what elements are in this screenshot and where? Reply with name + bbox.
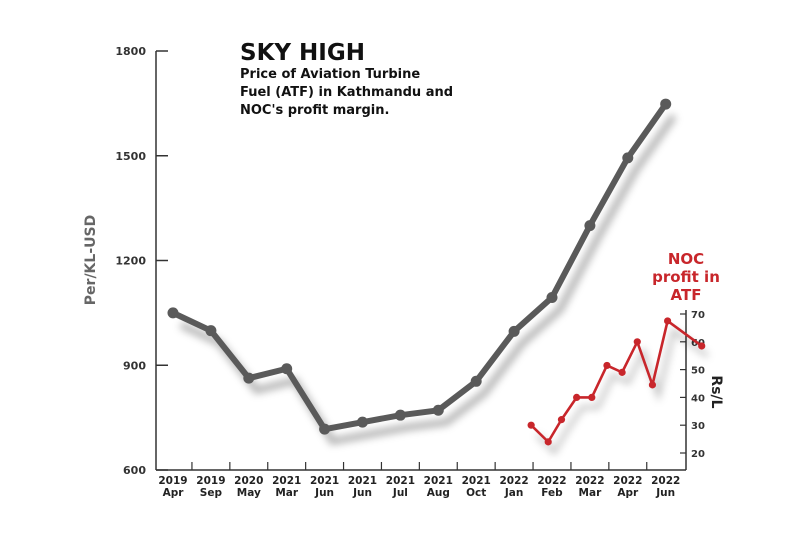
profit-series-label: NOC profit in ATF (652, 250, 720, 304)
profit-point (618, 368, 626, 376)
profit-point (633, 338, 641, 346)
fuel-price-point (660, 98, 672, 110)
left-tick-label: 1500 (115, 150, 146, 163)
right-tick-label: 30 (691, 421, 705, 432)
x-tick-label: 2022 Jan (499, 475, 528, 499)
profit-point (588, 393, 596, 401)
profit-point (663, 317, 672, 325)
chart-title: SKY HIGH (240, 40, 365, 66)
left-tick-label: 600 (123, 464, 146, 477)
chart-subtitle-line-3: NOC's profit margin. (240, 103, 389, 118)
fuel-price-line (171, 102, 669, 433)
x-tick-label: 2022 Jun (651, 475, 680, 499)
x-tick-label: 2021 Mar (272, 475, 301, 499)
x-tick-label: 2022 Feb (537, 475, 566, 499)
left-tick-label: 1800 (115, 45, 146, 58)
fuel-price-point (622, 152, 634, 164)
x-tick-label: 2019 Sep (196, 475, 225, 499)
x-tick-label: 2021 Jul (386, 475, 415, 499)
fuel-price-point (508, 325, 520, 337)
profit-point (544, 438, 552, 446)
fuel-price-point (167, 307, 179, 319)
profit-line-shadow (535, 327, 709, 456)
fuel-price-line-shadow (179, 114, 677, 446)
profit-point (698, 342, 706, 350)
profit-point (648, 381, 657, 389)
fuel-price-point (281, 363, 293, 375)
chart-subtitle-line-1: Price of Aviation Turbine (240, 67, 420, 82)
left-tick-label: 1200 (115, 255, 146, 268)
fuel-price-point (357, 416, 368, 428)
fuel-price-point (205, 325, 217, 337)
right-tick-label: 70 (691, 310, 705, 321)
profit-point (573, 393, 581, 401)
left-axis-label: Per/KL-USD (83, 215, 99, 305)
fuel-price-point (394, 409, 406, 421)
x-tick-label: 2021 Oct (462, 475, 491, 499)
profit-point (557, 416, 566, 424)
right-tick-label: 40 (691, 393, 705, 404)
profit-line (530, 319, 703, 444)
x-tick-label: 2020 May (234, 475, 263, 499)
x-tick-label: 2021 Jun (310, 475, 339, 499)
right-tick-label: 20 (691, 449, 705, 460)
fuel-price-point (584, 220, 596, 232)
fuel-price-point (319, 423, 331, 435)
x-tick-label: 2019 Apr (158, 475, 187, 499)
fuel-price-point (470, 375, 482, 387)
right-tick-label: 50 (691, 366, 705, 377)
chart-subtitle-line-2: Fuel (ATF) in Kathmandu and (240, 85, 453, 100)
left-tick-label: 900 (123, 359, 146, 372)
x-tick-label: 2021 Jun (348, 475, 377, 499)
x-tick-label: 2022 Apr (613, 475, 642, 499)
right-axis-label: Rs/L (708, 375, 724, 408)
fuel-price-point (432, 404, 444, 416)
fuel-price-point (243, 372, 255, 384)
fuel-price-point (546, 292, 558, 304)
x-tick-label: 2021 Aug (424, 475, 453, 499)
profit-point (527, 421, 535, 429)
profit-point (603, 361, 611, 370)
x-tick-label: 2022 Mar (575, 475, 604, 499)
